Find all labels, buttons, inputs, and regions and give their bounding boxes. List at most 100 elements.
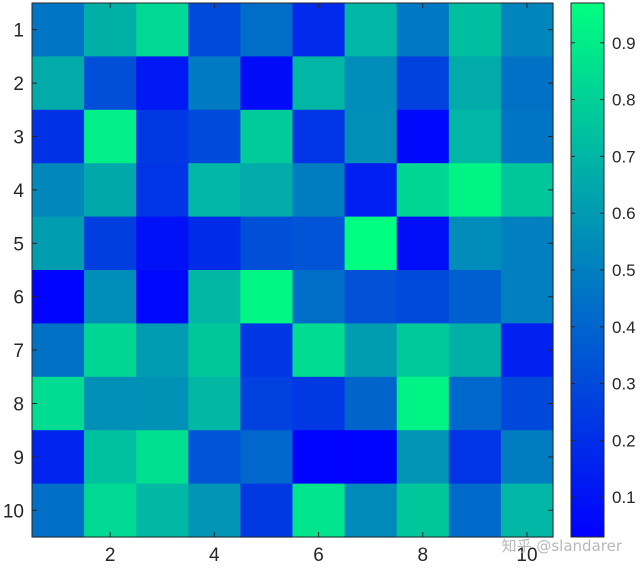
y-tick-label: 3 xyxy=(13,128,24,149)
heatmap-cell xyxy=(32,430,85,485)
heatmap-cell xyxy=(344,56,398,111)
y-tick-label: 9 xyxy=(13,448,24,469)
colorbar-tick-label: 0.2 xyxy=(612,431,636,450)
y-tick-label: 10 xyxy=(3,501,24,522)
x-axis-tick-labels: 2 4 6 8 10 xyxy=(105,545,538,566)
heatmap-cell xyxy=(32,109,85,164)
heatmap-cell xyxy=(396,430,450,485)
heatmap-cell xyxy=(396,323,450,378)
heatmap-cell xyxy=(344,3,398,57)
heatmap-cell xyxy=(396,270,450,324)
heatmap-cell xyxy=(240,323,294,378)
heatmap-cell xyxy=(84,163,137,218)
heatmap-cell xyxy=(500,376,554,431)
heatmap-cell xyxy=(344,323,398,378)
heatmap-cell xyxy=(240,3,294,57)
heatmap-cell xyxy=(188,216,241,271)
colorbar-tick-label: 0.3 xyxy=(612,375,636,394)
heatmap-cell xyxy=(344,376,398,431)
heatmap-cell xyxy=(240,216,294,271)
heatmap-cell xyxy=(448,56,502,111)
watermark-text: 知乎 @slandarer xyxy=(502,537,623,555)
heatmap-cell xyxy=(500,109,554,164)
heatmap-cell xyxy=(240,109,294,164)
heatmap-cell xyxy=(344,109,398,164)
heatmap-cell xyxy=(240,270,294,324)
heatmap-cell xyxy=(188,56,241,111)
heatmap-cell xyxy=(500,483,554,538)
heatmap-cell xyxy=(448,376,502,431)
heatmap-cell xyxy=(136,430,189,485)
heatmap-cell xyxy=(136,376,189,431)
heatmap-cell xyxy=(136,56,189,111)
y-tick-label: 2 xyxy=(13,74,24,95)
heatmap-cell xyxy=(500,56,554,111)
colorbar-ticks xyxy=(571,42,604,498)
plot-frame xyxy=(31,2,554,538)
heatmap-cell xyxy=(344,430,398,485)
heatmap-cell xyxy=(84,216,137,271)
y-axis-tick-labels: 1 2 3 4 5 6 7 8 9 10 xyxy=(3,21,25,523)
y-tick-label: 7 xyxy=(13,341,24,362)
heatmap-cell xyxy=(500,163,554,218)
heatmap-cell xyxy=(396,56,450,111)
heatmap-cell xyxy=(84,270,137,324)
heatmap-cell xyxy=(292,56,346,111)
heatmap-cell xyxy=(240,376,294,431)
heatmap-cell xyxy=(188,163,241,218)
colorbar-tick-label: 0.4 xyxy=(612,318,636,337)
heatmap-cell xyxy=(32,3,85,57)
heatmap-cell xyxy=(292,483,346,538)
heatmap-cell xyxy=(84,430,137,485)
colorbar-tick-label: 0.1 xyxy=(612,488,636,507)
heatmap-cell xyxy=(188,376,241,431)
heatmap-cell xyxy=(396,163,450,218)
y-tick-label: 4 xyxy=(13,181,24,202)
x-tick-label: 4 xyxy=(209,545,220,566)
heatmap-cell xyxy=(500,270,554,324)
y-tick-label: 5 xyxy=(13,234,24,255)
heatmap-cell xyxy=(32,163,85,218)
heatmap-cell xyxy=(292,3,346,57)
heatmap-cell xyxy=(32,483,85,538)
heatmap-cell xyxy=(84,483,137,538)
heatmap-cell xyxy=(240,56,294,111)
heatmap-cell xyxy=(500,216,554,271)
colorbar xyxy=(570,2,605,538)
heatmap-cell xyxy=(396,483,450,538)
heatmap-cell xyxy=(240,430,294,485)
heatmap-cell xyxy=(344,216,398,271)
heatmap-cell xyxy=(136,3,189,57)
heatmap-cell xyxy=(32,216,85,271)
x-tick-label: 2 xyxy=(105,545,116,566)
heatmap-cell xyxy=(136,163,189,218)
heatmap-cell xyxy=(396,109,450,164)
heatmap-cell xyxy=(292,270,346,324)
heatmap-cell xyxy=(292,376,346,431)
heatmap-cell xyxy=(396,376,450,431)
x-tick-label: 8 xyxy=(417,545,428,566)
heatmap-cells xyxy=(32,3,554,538)
heatmap-cell xyxy=(292,216,346,271)
colorbar-tick-label: 0.7 xyxy=(612,147,636,166)
colorbar-tick-label: 0.8 xyxy=(612,91,636,110)
heatmap-cell xyxy=(188,323,241,378)
heatmap-cell xyxy=(136,109,189,164)
heatmap-cell xyxy=(32,56,85,111)
heatmap-cell xyxy=(448,216,502,271)
heatmap-cell xyxy=(500,3,554,57)
heatmap-cell xyxy=(448,109,502,164)
colorbar-tick-label: 0.9 xyxy=(612,34,636,53)
heatmap-cell xyxy=(292,163,346,218)
colorbar-tick-label: 0.5 xyxy=(612,261,636,280)
heatmap-cell xyxy=(292,323,346,378)
x-tick-label: 10 xyxy=(516,545,537,566)
heatmap-cell xyxy=(84,3,137,57)
heatmap-cell xyxy=(448,483,502,538)
heatmap-cell xyxy=(240,483,294,538)
heatmap-cell xyxy=(396,3,450,57)
colorbar-tick-label: 0.6 xyxy=(612,204,636,223)
heatmap-cell xyxy=(344,483,398,538)
y-tick-label: 1 xyxy=(13,21,24,42)
